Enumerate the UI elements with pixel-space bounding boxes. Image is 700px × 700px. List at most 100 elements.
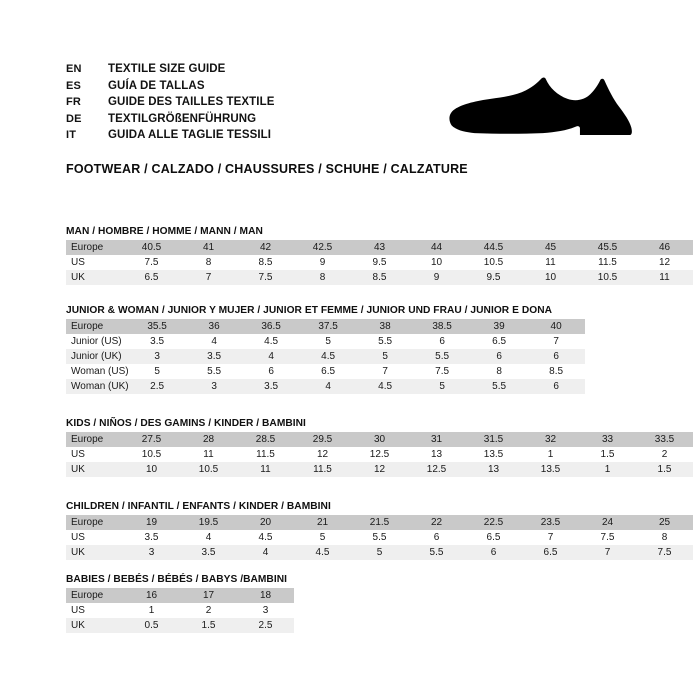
size-cell: 42 xyxy=(237,240,294,255)
table-row: US 7.5 8 8.5 9 9.5 10 10.5 11 11.5 12 xyxy=(66,255,693,270)
size-cell: 7 xyxy=(527,334,585,349)
size-cell: 5.5 xyxy=(351,530,408,545)
table-row: Junior (UK) 3 3.5 4 4.5 5 5.5 6 6 xyxy=(66,349,585,364)
size-cell: 38 xyxy=(356,319,414,334)
size-cell: 2.5 xyxy=(237,618,294,633)
size-cell: 45.5 xyxy=(579,240,636,255)
size-cell: 37.5 xyxy=(299,319,357,334)
size-cell: 11.5 xyxy=(294,462,351,477)
size-cell: 12.5 xyxy=(351,447,408,462)
size-cell: 4 xyxy=(242,349,300,364)
footwear-category-title: FOOTWEAR / CALZADO / CHAUSSURES / SCHUHE… xyxy=(66,162,468,176)
size-cell: 4.5 xyxy=(237,530,294,545)
table-row: UK 3 3.5 4 4.5 5 5.5 6 6.5 7 7.5 xyxy=(66,545,693,560)
size-cell: 24 xyxy=(579,515,636,530)
size-section-title: JUNIOR & WOMAN / JUNIOR Y MUJER / JUNIOR… xyxy=(66,305,553,316)
size-cell: 11.5 xyxy=(579,255,636,270)
size-cell: 2.5 xyxy=(128,379,186,394)
size-cell: 3 xyxy=(123,545,180,560)
size-table: Europe 16 17 18 US 1 2 3 UK 0.5 1.5 2.5 xyxy=(66,588,294,633)
size-cell: 22.5 xyxy=(465,515,522,530)
size-cell: 9 xyxy=(408,270,465,285)
row-label: Woman (UK) xyxy=(66,379,129,394)
table-row: Woman (US) 5 5.5 6 6.5 7 7.5 8 8.5 xyxy=(66,364,585,379)
table-row: UK 10 10.5 11 11.5 12 12.5 13 13.5 1 1.5 xyxy=(66,462,693,477)
language-title: GUIDE DES TAILLES TEXTILE xyxy=(108,96,275,109)
size-cell: 30 xyxy=(351,432,408,447)
row-label: UK xyxy=(66,270,123,285)
size-cell: 3 xyxy=(237,603,294,618)
size-cell: 10.5 xyxy=(180,462,237,477)
size-cell: 6 xyxy=(408,530,465,545)
size-cell: 6.5 xyxy=(470,334,528,349)
size-cell: 11 xyxy=(522,255,579,270)
size-cell: 8 xyxy=(636,530,693,545)
size-cell: 8 xyxy=(470,364,528,379)
size-cell: 4 xyxy=(237,545,294,560)
size-cell: 43 xyxy=(351,240,408,255)
size-section-title: CHILDREN / INFANTIL / ENFANTS / KINDER /… xyxy=(66,501,331,512)
size-cell: 7.5 xyxy=(413,364,471,379)
size-cell: 1.5 xyxy=(579,447,636,462)
size-cell: 20 xyxy=(237,515,294,530)
row-label: US xyxy=(66,255,123,270)
table-row: Europe 40.5 41 42 42.5 43 44 44.5 45 45.5 46 xyxy=(66,240,693,255)
size-cell: 5.5 xyxy=(470,379,528,394)
language-row: EN TEXTILE SIZE GUIDE xyxy=(66,63,426,80)
size-cell: 39 xyxy=(470,319,528,334)
size-cell: 9 xyxy=(294,255,351,270)
size-cell: 12 xyxy=(351,462,408,477)
size-cell: 9.5 xyxy=(465,270,522,285)
size-cell: 13.5 xyxy=(465,447,522,462)
size-cell: 3.5 xyxy=(123,530,180,545)
size-section: BABIES / BEBÉS / BÉBÉS / BABYS /BAMBINI E… xyxy=(66,574,294,633)
size-cell: 13.5 xyxy=(522,462,579,477)
size-cell: 38.5 xyxy=(413,319,471,334)
language-code: DE xyxy=(66,112,82,125)
size-cell: 4 xyxy=(180,530,237,545)
size-cell: 11.5 xyxy=(237,447,294,462)
size-cell: 46 xyxy=(636,240,693,255)
size-cell: 1.5 xyxy=(180,618,237,633)
row-label: US xyxy=(66,530,123,545)
size-cell: 8.5 xyxy=(351,270,408,285)
language-title: TEXTILE SIZE GUIDE xyxy=(108,63,226,75)
size-cell: 7.5 xyxy=(579,530,636,545)
size-cell: 44.5 xyxy=(465,240,522,255)
size-cell: 16 xyxy=(123,588,180,603)
size-cell: 3.5 xyxy=(185,349,243,364)
size-cell: 4 xyxy=(299,379,357,394)
size-cell: 4.5 xyxy=(299,349,357,364)
size-cell: 12.5 xyxy=(408,462,465,477)
size-cell: 4.5 xyxy=(242,334,300,349)
size-cell: 6.5 xyxy=(522,545,579,560)
size-cell: 29.5 xyxy=(294,432,351,447)
table-row: Europe 27.5 28 28.5 29.5 30 31 31.5 32 33 33.5 xyxy=(66,432,693,447)
size-section-title: BABIES / BEBÉS / BÉBÉS / BABYS /BAMBINI xyxy=(66,574,288,585)
size-cell: 2 xyxy=(180,603,237,618)
size-cell: 10.5 xyxy=(123,447,180,462)
row-label: US xyxy=(66,603,123,618)
table-row: US 3.5 4 4.5 5 5.5 6 6.5 7 7.5 8 xyxy=(66,530,693,545)
size-cell: 6 xyxy=(470,349,528,364)
size-cell: 5 xyxy=(299,334,357,349)
size-cell: 32 xyxy=(522,432,579,447)
size-cell: 1 xyxy=(579,462,636,477)
size-cell: 0.5 xyxy=(123,618,180,633)
size-cell: 35.5 xyxy=(128,319,186,334)
size-section-title: KIDS / NIÑOS / DES GAMINS / KINDER / BAM… xyxy=(66,418,306,429)
size-cell: 8 xyxy=(180,255,237,270)
size-cell: 6.5 xyxy=(465,530,522,545)
size-cell: 8.5 xyxy=(237,255,294,270)
language-row: IT GUIDA ALLE TAGLIE TESSILI xyxy=(66,129,426,146)
size-cell: 33 xyxy=(579,432,636,447)
size-cell: 27.5 xyxy=(123,432,180,447)
size-cell: 5.5 xyxy=(356,334,414,349)
size-cell: 5 xyxy=(128,364,186,379)
size-cell: 6 xyxy=(413,334,471,349)
size-cell: 7 xyxy=(522,530,579,545)
table-row: Woman (UK) 2.5 3 3.5 4 4.5 5 5.5 6 xyxy=(66,379,585,394)
size-cell: 7 xyxy=(180,270,237,285)
size-cell: 6 xyxy=(527,349,585,364)
table-row: UK 6.5 7 7.5 8 8.5 9 9.5 10 10.5 11 xyxy=(66,270,693,285)
